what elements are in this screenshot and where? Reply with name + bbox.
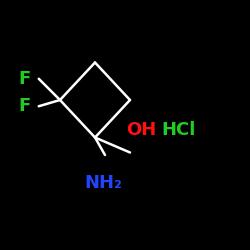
Text: F: F — [19, 97, 31, 115]
Text: OH: OH — [126, 121, 156, 139]
Text: F: F — [19, 70, 31, 88]
Text: HCl: HCl — [162, 121, 196, 139]
Text: NH₂: NH₂ — [85, 174, 123, 192]
